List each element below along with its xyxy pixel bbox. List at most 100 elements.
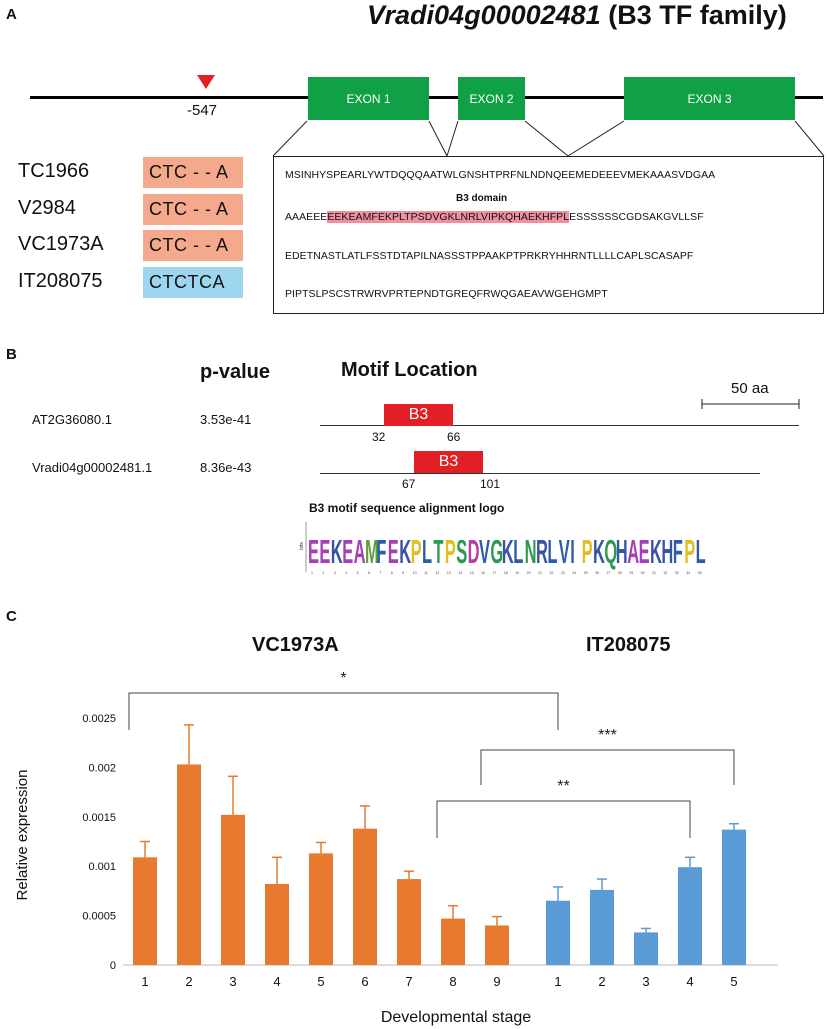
y-tick-label: 0.0015 (82, 812, 116, 824)
x-tick-label: 2 (598, 974, 605, 989)
logo-position-label: 6 (368, 571, 370, 575)
exon-1: EXON 1 (308, 77, 429, 120)
logo-position-label: 27 (606, 571, 610, 575)
protein-name: AT2G36080.1 (32, 412, 112, 427)
logo-letter: L (696, 533, 706, 571)
logo-letter: F (376, 533, 386, 571)
bar (634, 932, 658, 965)
y-tick-label: 0 (110, 960, 116, 972)
logo-position-label: 33 (675, 571, 679, 575)
significance-bracket (436, 800, 691, 838)
logo-letter: G (490, 533, 503, 571)
logo-position-label: 8 (391, 571, 393, 575)
y-tick-label: 0.002 (88, 762, 116, 774)
logo-position-label: 21 (538, 571, 542, 575)
logo-position-label: 34 (686, 571, 690, 575)
logo-letter: H (616, 533, 628, 571)
logo-position-label: 29 (629, 571, 633, 575)
logo-letter: D (468, 533, 480, 571)
logo-position-label: 14 (458, 571, 462, 575)
bar (546, 900, 570, 965)
y-tick-label: 0.0005 (82, 911, 116, 923)
gene-family: (B3 TF family) (600, 0, 787, 30)
bar (309, 853, 333, 965)
haplotype-box: CTC - - A (143, 194, 243, 225)
bar (265, 883, 289, 965)
haplotype-box: CTC - - A (143, 157, 243, 188)
logo-letter: V (559, 533, 570, 571)
significance-bracket (128, 692, 559, 730)
x-tick-label: 5 (730, 974, 737, 989)
cultivar-name: TC1966 (18, 160, 90, 182)
logo-position-label: 20 (527, 571, 531, 575)
protein-pvalue: 3.53e-41 (200, 412, 252, 427)
x-tick-label: 8 (449, 974, 456, 989)
sequence-line: AAAEEEEEKEAMFEKPLTPSDVGKLNRLVIPKQHAEKHFP… (285, 211, 704, 223)
panel-b-label: B (6, 346, 17, 363)
panel-a-label: A (6, 6, 17, 23)
logo-letter: E (319, 533, 330, 571)
logo-position-label: 7 (379, 571, 381, 575)
logo-position-label: 16 (481, 571, 485, 575)
bar (678, 867, 702, 965)
significance-bracket (480, 749, 735, 785)
variant-position-label: -547 (187, 102, 218, 119)
logo-position-label: 10 (413, 571, 417, 575)
significance-label: *** (598, 727, 617, 744)
logo-position-label: 30 (641, 571, 645, 575)
x-axis-label: Developmental stage (381, 1009, 531, 1026)
logo-position-label: 9 (402, 571, 404, 575)
logo-position-label: 26 (595, 571, 599, 575)
logo-letter: K (593, 533, 605, 571)
logo-letter: R (536, 533, 548, 571)
motif-end: 101 (480, 477, 501, 491)
b3-motif-box: B3 (384, 404, 453, 426)
logo-position-label: 28 (618, 571, 622, 575)
logo-position-label: 17 (492, 571, 496, 575)
exon-2: EXON 2 (458, 77, 525, 120)
x-tick-label: 6 (361, 974, 368, 989)
protein-pvalue: 8.36e-43 (200, 460, 252, 475)
logo-position-label: 23 (561, 571, 565, 575)
logo-axis-label: bits (299, 542, 305, 550)
bar (397, 879, 421, 965)
expression-bar-chart: Relative expression Developmental stage … (14, 670, 778, 1026)
x-tick-label: 7 (405, 974, 412, 989)
bar (221, 814, 245, 965)
bar (722, 829, 746, 965)
logo-letter: L (513, 533, 523, 571)
sequence-line: EDETNASTLATLFSSTDTAPILNASSSTPPAAKPTPRKRY… (285, 250, 694, 262)
logo-letter: Q (604, 533, 617, 571)
logo-letter: P (582, 533, 593, 571)
series-header-vc1973a: VC1973A (252, 634, 339, 656)
logo-letter: A (627, 533, 639, 571)
logo-letter: F (673, 533, 683, 571)
logo-letter: A (354, 533, 366, 571)
sequence-line: PIPTSLPSCSTRWRVPRTEPNDTGREQFRWQGAEAVWGEH… (285, 288, 608, 300)
series-header-it208075: IT208075 (586, 634, 671, 656)
logo-letter: V (479, 533, 490, 571)
sequence-line: MSINHYSPEARLYWTDQQQAATWLGNSHTPRFNLNDNQEE… (285, 169, 716, 181)
logo-position-label: 25 (584, 571, 588, 575)
motif-start: 67 (402, 477, 416, 491)
significance-label: ** (557, 778, 569, 795)
x-tick-label: 9 (493, 974, 500, 989)
logo-position-label: 35 (698, 571, 702, 575)
logo-letter: E (639, 533, 650, 571)
logo-letter: I (570, 533, 575, 571)
cultivar-name: V2984 (18, 197, 76, 219)
logo-position-label: 15 (470, 571, 474, 575)
pvalue-header: p-value (200, 361, 271, 383)
logo-letter: S (456, 533, 467, 571)
bar (441, 918, 465, 965)
y-tick-label: 0.001 (88, 861, 116, 873)
logo-position-label: 11 (424, 571, 428, 575)
logo-letter: M (365, 533, 379, 571)
logo-position-label: 5 (357, 571, 359, 575)
motif-start: 32 (372, 430, 386, 444)
x-tick-label: 3 (229, 974, 236, 989)
x-tick-label: 5 (317, 974, 324, 989)
exon-3: EXON 3 (624, 77, 795, 120)
protein-sequence-box (273, 156, 824, 314)
gene-title: Vradi04g00002481 (B3 TF family) (367, 0, 787, 31)
